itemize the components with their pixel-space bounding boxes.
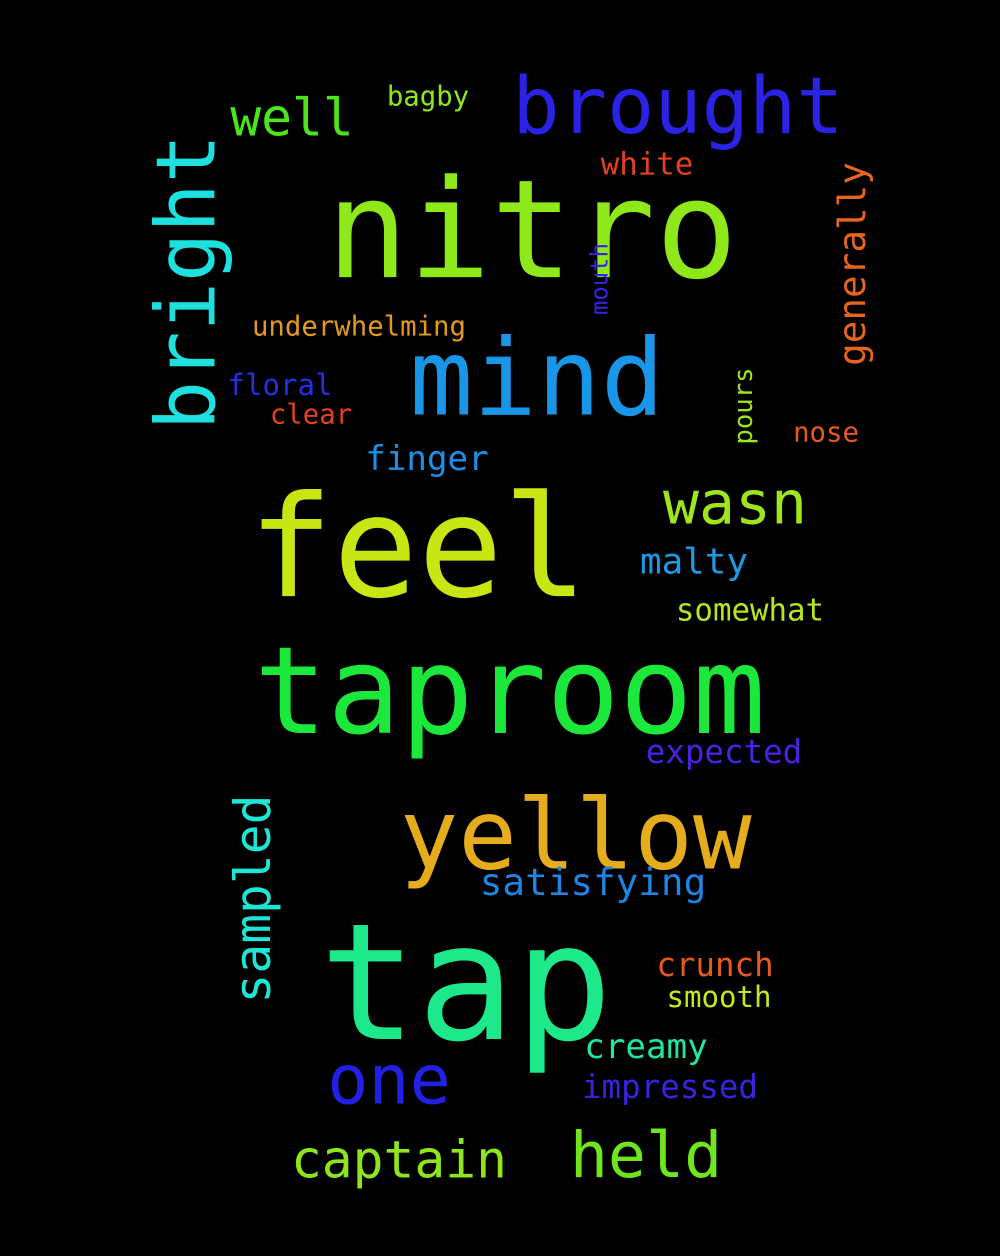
word-tap: tap: [319, 889, 612, 1078]
word-taproom: taproom: [254, 620, 765, 762]
word-clear: clear: [270, 399, 352, 430]
word-creamy: creamy: [584, 1027, 707, 1067]
word-cloud-words: nitro feel tap mind taproom yellow one brought h…: [139, 60, 874, 1192]
word-smooth: smooth: [667, 980, 772, 1014]
word-bagby: bagby: [387, 81, 469, 112]
word-impressed: impressed: [582, 1068, 758, 1106]
word-mouth: mouth: [585, 243, 613, 315]
word-somewhat: somewhat: [676, 593, 824, 629]
word-one: one: [327, 1042, 451, 1121]
word-wasn: wasn: [663, 469, 807, 539]
word-bright: bright: [139, 134, 234, 430]
word-floral: floral: [228, 368, 333, 402]
word-pours: pours: [729, 367, 759, 444]
word-well: well: [230, 89, 353, 149]
word-yellow: yellow: [400, 779, 752, 892]
word-nose: nose: [793, 417, 859, 448]
word-brought: brought: [512, 60, 843, 152]
word-sampled: sampled: [224, 795, 282, 1004]
word-feel: feel: [248, 466, 588, 630]
word-satisfying: satisfying: [480, 860, 706, 904]
word-crunch: crunch: [656, 946, 773, 984]
word-held: held: [570, 1118, 722, 1192]
word-captain: captain: [291, 1131, 507, 1191]
word-malty: malty: [640, 541, 748, 582]
word-nitro: nitro: [326, 151, 738, 310]
word-finger: finger: [365, 439, 488, 479]
word-underwhelming: underwhelming: [252, 311, 466, 342]
word-generally: generally: [830, 162, 874, 366]
word-white: white: [601, 147, 694, 183]
word-expected: expected: [646, 733, 802, 771]
word-mind: mind: [409, 317, 664, 440]
